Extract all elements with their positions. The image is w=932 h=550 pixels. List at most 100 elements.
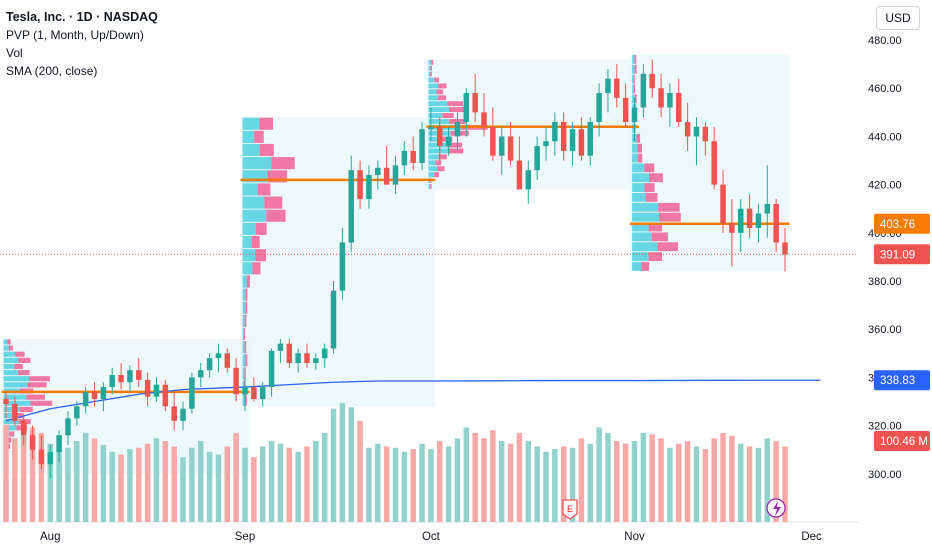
candle-body[interactable] — [560, 121, 567, 151]
earnings-icon[interactable] — [562, 499, 578, 520]
candle-body[interactable] — [525, 170, 532, 190]
candle-body[interactable] — [622, 97, 629, 122]
candle-body[interactable] — [649, 73, 655, 89]
candle-body[interactable] — [746, 208, 753, 229]
pvp-indicator-label[interactable]: PVP (1, Month, Up/Down) — [6, 28, 144, 42]
candle-body[interactable] — [711, 141, 717, 185]
candle-body[interactable] — [631, 107, 638, 122]
currency-button[interactable]: USD — [876, 6, 920, 30]
candle-body[interactable] — [605, 78, 611, 94]
candle-body[interactable] — [277, 343, 284, 351]
candle-body[interactable] — [366, 174, 372, 200]
candle-body[interactable] — [720, 184, 726, 224]
candle-body[interactable] — [755, 213, 762, 229]
candle-body[interactable] — [445, 136, 452, 147]
candle-body[interactable] — [454, 121, 461, 137]
candle-body[interactable] — [587, 121, 593, 156]
candle-body[interactable] — [12, 403, 18, 421]
volume-indicator-label[interactable]: Vol — [6, 46, 23, 60]
candle-body[interactable] — [782, 242, 788, 255]
candle-body[interactable] — [516, 160, 523, 190]
symbol-title[interactable]: Tesla, Inc. · 1D · NASDAQ — [6, 10, 158, 24]
candle-body[interactable] — [304, 353, 310, 363]
candle-body[interactable] — [180, 408, 186, 421]
candle-body[interactable] — [136, 370, 142, 380]
candle-body[interactable] — [693, 126, 700, 137]
candle-body[interactable] — [552, 121, 558, 142]
candle-body[interactable] — [534, 146, 540, 171]
candle-body[interactable] — [74, 406, 80, 419]
candle-body[interactable] — [357, 170, 363, 200]
candle-body[interactable] — [251, 387, 257, 400]
candle-body[interactable] — [401, 150, 408, 166]
candle-body[interactable] — [47, 452, 54, 465]
candle-body[interactable] — [91, 391, 98, 400]
candle-body[interactable] — [498, 136, 505, 156]
candle-body[interactable] — [233, 367, 239, 395]
candle-body[interactable] — [348, 170, 354, 243]
candle-body[interactable] — [162, 384, 169, 407]
candle-body[interactable] — [259, 387, 266, 400]
candle-body[interactable] — [737, 208, 744, 233]
candle-body[interactable] — [65, 418, 71, 436]
candle-body[interactable] — [419, 129, 425, 163]
candle-body[interactable] — [667, 93, 673, 108]
candle-body[interactable] — [215, 353, 222, 359]
candle-body[interactable] — [392, 165, 399, 185]
candle-body[interactable] — [614, 78, 620, 98]
volume-bar — [773, 441, 779, 522]
candle-body[interactable] — [242, 387, 248, 395]
candle-body[interactable] — [729, 223, 735, 233]
candle-body[interactable] — [640, 73, 647, 108]
candle-body[interactable] — [330, 290, 337, 349]
candle-body[interactable] — [295, 353, 301, 363]
candle-body[interactable] — [569, 129, 576, 151]
candle-body[interactable] — [56, 435, 62, 453]
candle-body[interactable] — [3, 399, 9, 404]
candle-body[interactable] — [676, 93, 682, 122]
candle-body[interactable] — [472, 93, 478, 113]
candle-body[interactable] — [171, 406, 177, 421]
candle-body[interactable] — [20, 420, 27, 436]
candle-body[interactable] — [286, 343, 293, 363]
volume-profile-down-bar — [657, 242, 679, 252]
candle-body[interactable] — [658, 88, 664, 108]
candle-body[interactable] — [29, 435, 36, 450]
volume-bar — [596, 427, 602, 522]
candle-body[interactable] — [144, 379, 151, 397]
candle-body[interactable] — [339, 242, 346, 291]
sma-indicator-label[interactable]: SMA (200, close) — [6, 64, 98, 78]
candle-body[interactable] — [481, 112, 487, 127]
candle-body[interactable] — [428, 126, 434, 130]
candle-body[interactable] — [268, 350, 275, 388]
candle-body[interactable] — [490, 126, 496, 156]
candle-body[interactable] — [198, 370, 204, 378]
candle-body[interactable] — [773, 203, 779, 243]
candle-body[interactable] — [189, 377, 195, 409]
candle-body[interactable] — [118, 375, 124, 383]
candle-body[interactable] — [38, 449, 45, 465]
candle-body[interactable] — [321, 348, 328, 359]
candle-body[interactable] — [100, 387, 107, 400]
volume-bar — [304, 446, 310, 522]
candle-body[interactable] — [684, 121, 691, 137]
candle-body[interactable] — [507, 136, 514, 161]
candle-body[interactable] — [543, 141, 549, 147]
candle-body[interactable] — [410, 150, 416, 163]
candle-body[interactable] — [313, 358, 319, 363]
candle-body[interactable] — [437, 126, 443, 147]
candle-body[interactable] — [383, 167, 390, 185]
candle-body[interactable] — [206, 358, 213, 371]
candle-body[interactable] — [82, 391, 89, 407]
candle-body[interactable] — [596, 93, 602, 122]
candle-body[interactable] — [702, 126, 709, 142]
candle-body[interactable] — [153, 384, 160, 397]
candle-body[interactable] — [375, 167, 381, 175]
candle-body[interactable] — [224, 353, 231, 368]
candle-body[interactable] — [127, 370, 133, 383]
candle-body[interactable] — [463, 93, 470, 122]
candle-body[interactable] — [578, 129, 585, 156]
candle-body[interactable] — [764, 203, 771, 214]
candle-body[interactable] — [109, 375, 115, 388]
